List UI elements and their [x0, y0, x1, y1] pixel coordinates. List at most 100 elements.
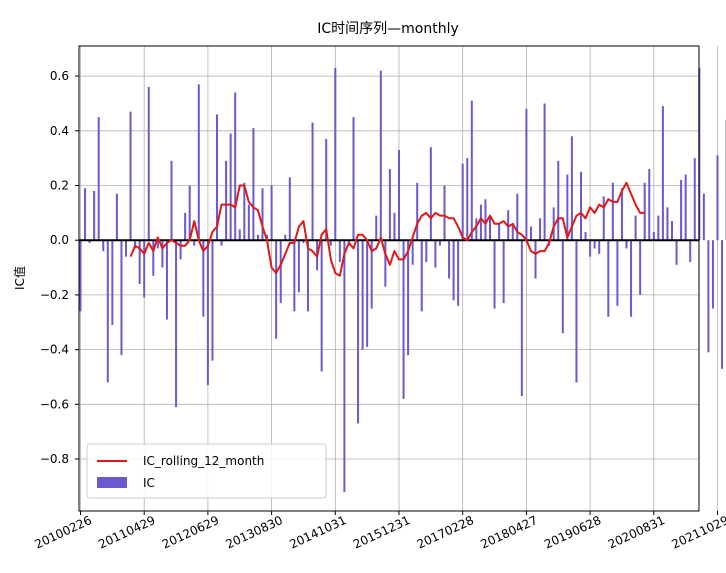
ic-bar [693, 158, 696, 241]
plot-border [78, 45, 700, 512]
ic-bar [520, 240, 523, 397]
ic-bar [716, 155, 719, 241]
ic-bar [302, 240, 305, 243]
ic-bar [416, 182, 419, 241]
ic-bar [284, 234, 287, 241]
ic-bar [270, 185, 273, 241]
ic-bar [161, 240, 164, 268]
ic-bar [307, 240, 309, 312]
ic-bar [484, 199, 487, 241]
ic-bar [388, 169, 391, 241]
legend: IC_rolling_12_month IC [86, 443, 327, 499]
plot-frame [79, 46, 699, 511]
y-axis-ticks: 0.6 0.4 0.2 0.0 −0.2 −0.4 −0.6 −0.8 [40, 69, 79, 466]
ic-bar [707, 240, 710, 353]
ic-bar [598, 240, 601, 254]
ic-bar [370, 240, 373, 309]
ic-bar [539, 218, 542, 241]
ic-bar [175, 240, 178, 408]
ic-bar [580, 171, 582, 241]
ic-bar [329, 240, 332, 246]
ic-bar [479, 204, 482, 241]
y-tick-label: 0.2 [50, 179, 69, 193]
legend-label-rolling: IC_rolling_12_month [143, 454, 264, 468]
ic-bar [279, 240, 282, 304]
ic-bar [275, 240, 278, 339]
ic-bar [206, 240, 209, 386]
ic-bar [238, 229, 241, 241]
ic-bar [680, 180, 683, 241]
ic-bar [593, 240, 596, 249]
grid-lines [79, 46, 718, 511]
ic-bar [493, 240, 496, 309]
ic-bar [375, 215, 378, 241]
ic-bar [711, 240, 714, 309]
ic-bar [602, 196, 605, 241]
ic-bar [625, 240, 628, 249]
ic-bar [721, 240, 724, 369]
ic-bar [120, 240, 123, 356]
ic-bar [115, 193, 118, 241]
ic-bar [402, 240, 405, 399]
ic-bar [434, 240, 437, 268]
ic-bar [570, 136, 573, 241]
ic-bar [425, 240, 428, 263]
legend-bar-swatch [97, 477, 127, 488]
ic-bar [575, 240, 578, 383]
ic-bar [671, 221, 673, 241]
ic-bar [338, 240, 341, 263]
ic-bar [311, 122, 314, 241]
ic-bar [607, 240, 610, 317]
ic-bar [616, 240, 619, 306]
ic-bar [202, 240, 205, 317]
x-tick-label: 20110429 [96, 513, 157, 552]
x-tick-label: 20211029 [669, 513, 726, 552]
x-tick-label: 20130830 [224, 513, 285, 552]
ic-bar [634, 215, 637, 241]
ic-bar [502, 240, 505, 304]
ic-bar [243, 182, 246, 241]
ic-bar [398, 149, 400, 241]
ic-bar [652, 232, 655, 241]
ic-bar [461, 163, 464, 241]
ic-bar [438, 240, 441, 246]
ic-bar [288, 177, 291, 241]
x-tick-label: 20200831 [606, 513, 667, 552]
ic-bar [152, 240, 155, 276]
ic-bar [252, 128, 255, 241]
ic-bar [630, 240, 633, 317]
ic-bar [384, 240, 387, 287]
ic-bar [557, 160, 560, 241]
ic-bar [702, 193, 705, 241]
ic-bar [129, 111, 132, 241]
ic-bar [79, 240, 82, 312]
ic-bar [334, 67, 337, 241]
ic-bar [193, 240, 196, 246]
ic-bar [657, 215, 660, 241]
ic-bar [466, 158, 469, 241]
ic-bar [179, 240, 182, 260]
ic-bar [93, 190, 96, 241]
x-tick-label: 20100226 [32, 513, 93, 552]
ic-bar [225, 160, 228, 241]
ic-bar [106, 240, 109, 383]
y-axis-label: IC值 [12, 266, 27, 290]
x-tick-label: 20170228 [415, 513, 476, 552]
ic-bar [516, 193, 519, 241]
y-tick-label: 0.6 [50, 69, 69, 83]
ic-bar [470, 100, 473, 241]
ic-bar [589, 240, 592, 257]
ic-bar [529, 226, 532, 241]
ic-bar [256, 234, 259, 241]
y-tick-label: −0.4 [40, 343, 69, 357]
ic-bar [611, 182, 614, 241]
ic-bar [584, 232, 587, 241]
ic-bar [297, 240, 300, 293]
chart-title: IC时间序列—monthly [317, 21, 459, 37]
legend-box [86, 443, 327, 499]
ic-bar [661, 106, 664, 241]
ic-bar [97, 117, 100, 241]
ic-bar [457, 240, 460, 306]
ic-bar [411, 240, 414, 265]
